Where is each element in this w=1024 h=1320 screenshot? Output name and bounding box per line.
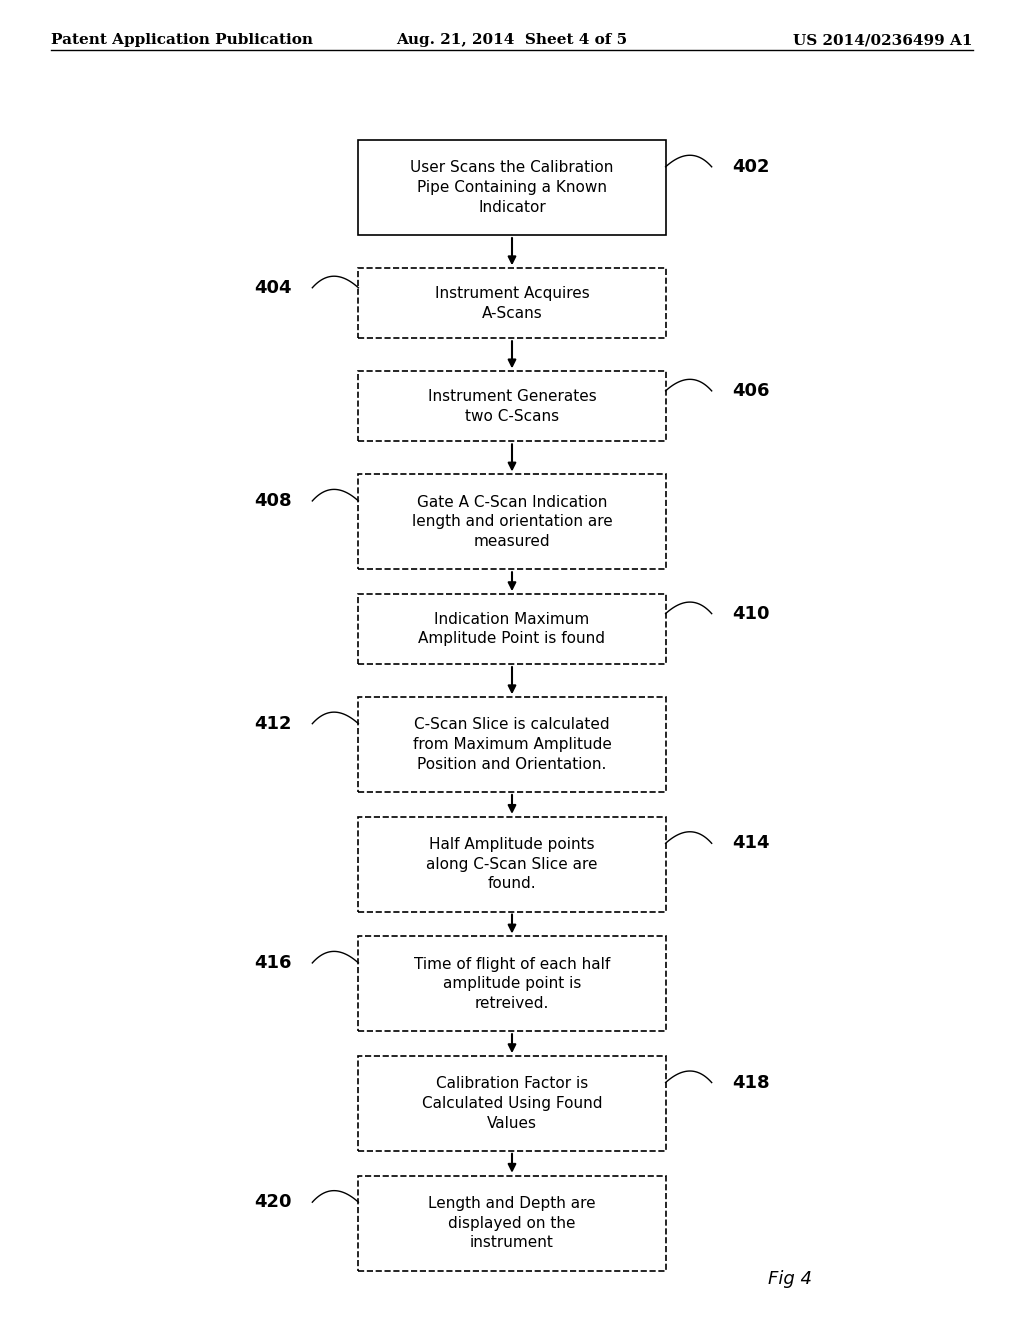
Text: 414: 414 <box>732 834 770 853</box>
FancyBboxPatch shape <box>358 697 666 792</box>
FancyBboxPatch shape <box>358 817 666 912</box>
FancyBboxPatch shape <box>358 936 666 1031</box>
FancyBboxPatch shape <box>358 1176 666 1270</box>
Text: 404: 404 <box>254 279 292 297</box>
Text: 402: 402 <box>732 158 770 176</box>
Text: Time of flight of each half
amplitude point is
retreived.: Time of flight of each half amplitude po… <box>414 957 610 1011</box>
Text: Instrument Acquires
A-Scans: Instrument Acquires A-Scans <box>434 286 590 321</box>
FancyBboxPatch shape <box>358 371 666 441</box>
Text: 416: 416 <box>254 954 292 972</box>
Text: Indication Maximum
Amplitude Point is found: Indication Maximum Amplitude Point is fo… <box>419 611 605 647</box>
Text: Instrument Generates
two C-Scans: Instrument Generates two C-Scans <box>428 389 596 424</box>
Text: Gate A C-Scan Indication
length and orientation are
measured: Gate A C-Scan Indication length and orie… <box>412 495 612 549</box>
FancyBboxPatch shape <box>358 474 666 569</box>
Text: 408: 408 <box>254 492 292 510</box>
Text: 420: 420 <box>254 1193 292 1212</box>
Text: 410: 410 <box>732 605 770 623</box>
Text: Patent Application Publication: Patent Application Publication <box>51 33 313 48</box>
FancyBboxPatch shape <box>358 594 666 664</box>
FancyBboxPatch shape <box>358 140 666 235</box>
FancyBboxPatch shape <box>358 1056 666 1151</box>
Text: Half Amplitude points
along C-Scan Slice are
found.: Half Amplitude points along C-Scan Slice… <box>426 837 598 891</box>
Text: Length and Depth are
displayed on the
instrument: Length and Depth are displayed on the in… <box>428 1196 596 1250</box>
Text: C-Scan Slice is calculated
from Maximum Amplitude
Position and Orientation.: C-Scan Slice is calculated from Maximum … <box>413 717 611 772</box>
Text: US 2014/0236499 A1: US 2014/0236499 A1 <box>794 33 973 48</box>
Text: 406: 406 <box>732 381 770 400</box>
Text: Calibration Factor is
Calculated Using Found
Values: Calibration Factor is Calculated Using F… <box>422 1076 602 1131</box>
Text: User Scans the Calibration
Pipe Containing a Known
Indicator: User Scans the Calibration Pipe Containi… <box>411 161 613 215</box>
Text: 412: 412 <box>254 714 292 733</box>
FancyBboxPatch shape <box>358 268 666 338</box>
Text: 418: 418 <box>732 1073 770 1092</box>
Text: Aug. 21, 2014  Sheet 4 of 5: Aug. 21, 2014 Sheet 4 of 5 <box>396 33 628 48</box>
Text: Fig 4: Fig 4 <box>768 1270 812 1288</box>
